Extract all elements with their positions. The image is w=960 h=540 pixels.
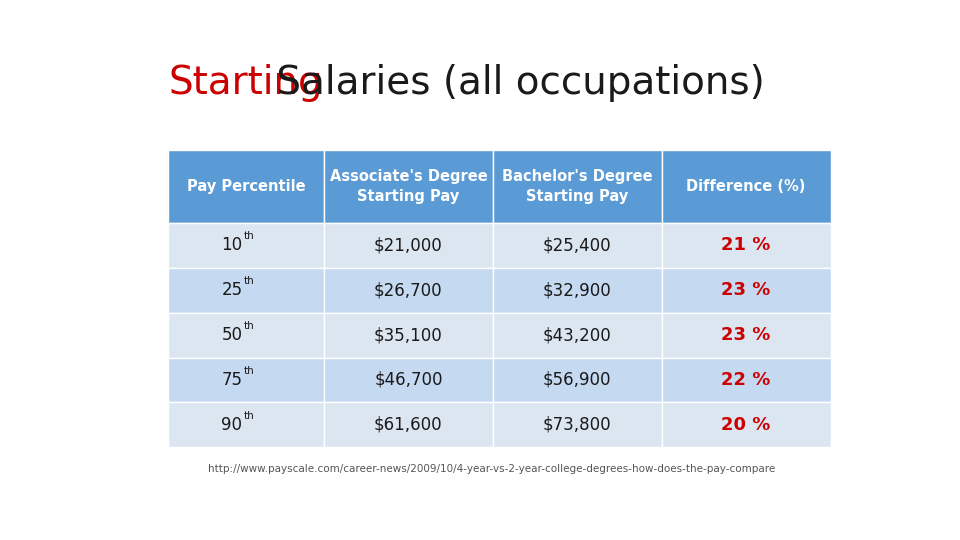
FancyBboxPatch shape	[661, 402, 830, 447]
Text: 10: 10	[222, 237, 243, 254]
FancyBboxPatch shape	[168, 150, 324, 223]
Text: 22 %: 22 %	[721, 371, 771, 389]
Text: $26,700: $26,700	[374, 281, 443, 299]
Text: 23 %: 23 %	[721, 326, 771, 344]
Text: th: th	[243, 231, 254, 241]
Text: $46,700: $46,700	[374, 371, 443, 389]
Text: $56,900: $56,900	[543, 371, 612, 389]
FancyBboxPatch shape	[661, 357, 830, 402]
Text: http://www.payscale.com/career-news/2009/10/4-year-vs-2-year-college-degrees-how: http://www.payscale.com/career-news/2009…	[208, 464, 776, 474]
FancyBboxPatch shape	[168, 313, 324, 357]
Text: $73,800: $73,800	[543, 416, 612, 434]
FancyBboxPatch shape	[492, 223, 661, 268]
FancyBboxPatch shape	[168, 357, 324, 402]
FancyBboxPatch shape	[168, 223, 324, 268]
Text: 21 %: 21 %	[721, 237, 771, 254]
Text: $32,900: $32,900	[542, 281, 612, 299]
Text: Difference (%): Difference (%)	[686, 179, 805, 194]
Text: Salaries (all occupations): Salaries (all occupations)	[264, 64, 764, 102]
Text: 20 %: 20 %	[721, 416, 771, 434]
Text: $35,100: $35,100	[374, 326, 443, 344]
FancyBboxPatch shape	[168, 268, 324, 313]
Text: Associate's Degree
Starting Pay: Associate's Degree Starting Pay	[329, 169, 488, 204]
FancyBboxPatch shape	[324, 150, 492, 223]
Text: Starting: Starting	[168, 64, 323, 102]
FancyBboxPatch shape	[492, 268, 661, 313]
FancyBboxPatch shape	[492, 357, 661, 402]
FancyBboxPatch shape	[661, 223, 830, 268]
Text: 50: 50	[222, 326, 243, 344]
Text: th: th	[243, 366, 254, 376]
Text: th: th	[243, 276, 254, 286]
FancyBboxPatch shape	[324, 402, 492, 447]
Text: $61,600: $61,600	[374, 416, 443, 434]
FancyBboxPatch shape	[492, 402, 661, 447]
Text: 75: 75	[222, 371, 243, 389]
Text: 23 %: 23 %	[721, 281, 771, 299]
Text: $43,200: $43,200	[542, 326, 612, 344]
FancyBboxPatch shape	[661, 313, 830, 357]
FancyBboxPatch shape	[324, 313, 492, 357]
Text: Pay Percentile: Pay Percentile	[187, 179, 305, 194]
FancyBboxPatch shape	[168, 402, 324, 447]
FancyBboxPatch shape	[324, 268, 492, 313]
Text: 90: 90	[222, 416, 243, 434]
FancyBboxPatch shape	[492, 150, 661, 223]
FancyBboxPatch shape	[492, 313, 661, 357]
Text: Bachelor's Degree
Starting Pay: Bachelor's Degree Starting Pay	[502, 169, 653, 204]
FancyBboxPatch shape	[324, 357, 492, 402]
FancyBboxPatch shape	[324, 223, 492, 268]
FancyBboxPatch shape	[661, 268, 830, 313]
Text: th: th	[243, 411, 254, 421]
Text: 25: 25	[222, 281, 243, 299]
Text: th: th	[243, 321, 254, 331]
Text: $21,000: $21,000	[374, 237, 443, 254]
FancyBboxPatch shape	[661, 150, 830, 223]
Text: $25,400: $25,400	[543, 237, 612, 254]
